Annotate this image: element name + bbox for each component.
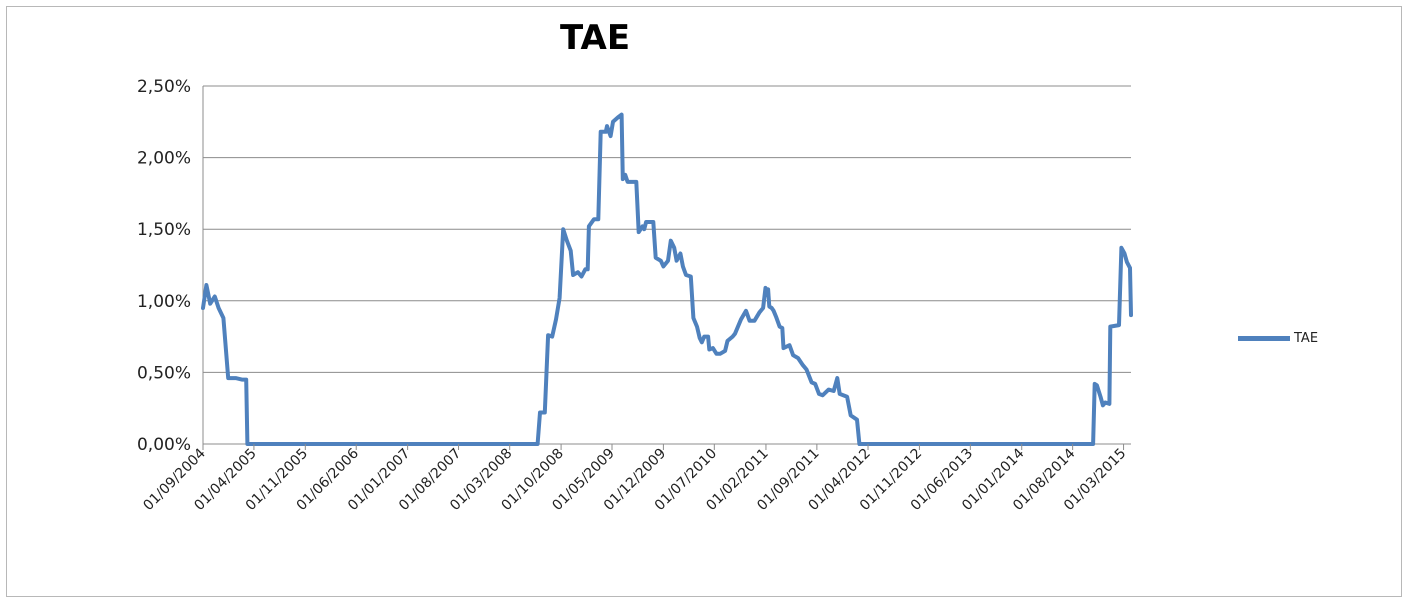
chart-title: TAE — [559, 18, 631, 58]
legend: TAE — [1238, 331, 1318, 346]
y-tick-label: 1,00% — [137, 292, 191, 312]
y-tick-label: 0,00% — [137, 435, 191, 455]
legend-line-swatch — [1238, 336, 1290, 341]
y-tick-label: 2,00% — [137, 149, 191, 169]
chart-area — [6, 6, 1402, 597]
y-tick-label: 2,50% — [137, 77, 191, 97]
legend-label: TAE — [1294, 331, 1319, 346]
y-tick-label: 0,50% — [137, 363, 191, 383]
y-tick-label: 1,50% — [137, 220, 191, 240]
series-line — [201, 112, 1133, 446]
